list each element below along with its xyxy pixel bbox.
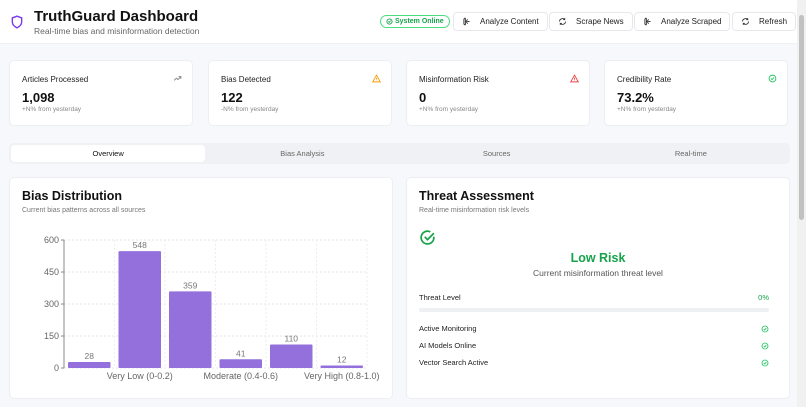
alert-triangle-icon	[570, 74, 579, 83]
stat-label: Articles Processed	[22, 75, 89, 84]
status-badge: System Online	[380, 15, 450, 28]
check-circle-icon	[761, 359, 769, 366]
check-circle-icon	[768, 74, 777, 83]
y-tick-label: 450	[44, 267, 59, 277]
stat-value: 122	[221, 90, 243, 105]
data-label: 41	[236, 348, 246, 358]
stat-card-articles: Articles Processed 1,098 +N% from yester…	[9, 60, 193, 126]
check-circle-icon	[386, 18, 393, 25]
bias-bar-chart: 0 150 300 450 600 28 548 Very Low (0-0.2) 359 41 M…	[44, 235, 380, 381]
panel-subtitle: Real-time misinformation risk levels	[419, 207, 530, 214]
tab-sources[interactable]: Sources	[482, 149, 511, 158]
y-tick-label: 600	[44, 235, 59, 245]
check-circle-icon	[761, 325, 769, 332]
stat-label: Misinformation Risk	[419, 75, 489, 84]
brain-icon	[463, 17, 470, 26]
check-row: Active Monitoring	[419, 324, 769, 333]
threat-level-value: 0%	[758, 293, 769, 302]
button-label: Refresh	[759, 17, 788, 26]
refresh-icon	[742, 18, 749, 25]
data-label: 12	[337, 354, 347, 364]
analyze-scraped-button[interactable]: Analyze Scraped	[634, 12, 731, 31]
refresh-button[interactable]: Refresh	[732, 12, 797, 31]
y-tick-label: 0	[54, 363, 59, 373]
scrape-news-button[interactable]: Scrape News	[549, 12, 633, 31]
button-label: Analyze Content	[480, 17, 539, 26]
check-row: Vector Search Active	[419, 358, 769, 367]
check-label: Vector Search Active	[419, 358, 489, 367]
stat-change: -N% from yesterday	[221, 106, 279, 113]
check-circle-icon	[761, 342, 769, 349]
threat-level-label: Threat Level	[419, 293, 461, 302]
data-label: 28	[85, 351, 95, 361]
risk-level: Low Risk	[570, 251, 626, 265]
header: TruthGuard Dashboard Real-time bias and …	[0, 0, 797, 44]
status-text: System Online	[395, 18, 444, 25]
scrollbar[interactable]	[797, 0, 806, 407]
bar	[68, 362, 111, 368]
alert-triangle-icon	[372, 74, 381, 83]
data-label: 110	[284, 334, 298, 344]
panel-subtitle: Current bias patterns across all sources	[22, 207, 146, 214]
y-tick-label: 150	[44, 331, 59, 341]
analyze-content-button[interactable]: Analyze Content	[453, 12, 548, 31]
tab-bias-analysis[interactable]: Bias Analysis	[280, 149, 325, 158]
stat-card-credibility: Credibility Rate 73.2% +N% from yesterda…	[604, 60, 788, 126]
threat-assessment-panel: Threat Assessment Real-time misinformati…	[406, 177, 790, 399]
check-label: AI Models Online	[419, 341, 477, 350]
threat-level-row: Threat Level 0%	[419, 293, 769, 302]
bar	[219, 359, 262, 368]
stat-change: +N% from yesterday	[22, 106, 82, 113]
panel-title: Bias Distribution	[22, 189, 123, 203]
button-label: Analyze Scraped	[661, 17, 722, 26]
shield-icon	[11, 15, 23, 29]
scrollbar-thumb[interactable]	[799, 15, 804, 220]
x-tick-label: Very High (0.8-1.0)	[304, 371, 380, 381]
bar	[169, 291, 212, 368]
data-label: 548	[133, 240, 147, 250]
stat-label: Bias Detected	[221, 75, 271, 84]
x-tick-label: Moderate (0.4-0.6)	[203, 371, 278, 381]
tab-real-time[interactable]: Real-time	[674, 149, 707, 158]
check-label: Active Monitoring	[419, 324, 477, 333]
risk-description: Current misinformation threat level	[533, 268, 663, 278]
x-tick-label: Very Low (0-0.2)	[107, 371, 173, 381]
threat-progress-bar	[419, 308, 769, 312]
button-label: Scrape News	[576, 17, 624, 26]
refresh-icon	[559, 18, 566, 25]
stat-value: 73.2%	[617, 90, 654, 105]
stat-value: 0	[419, 90, 427, 105]
stat-change: +N% from yesterday	[419, 106, 479, 113]
bar	[320, 365, 363, 368]
stat-card-bias: Bias Detected 122 -N% from yesterday	[208, 60, 392, 126]
trending-up-icon	[173, 76, 182, 81]
check-row: AI Models Online	[419, 341, 769, 350]
bias-distribution-panel: Bias Distribution Current bias patterns …	[9, 177, 393, 399]
bar	[118, 251, 161, 368]
stat-label: Credibility Rate	[617, 75, 672, 84]
stat-change: +N% from yesterday	[617, 106, 677, 113]
stat-card-misinformation: Misinformation Risk 0 +N% from yesterday	[406, 60, 590, 126]
y-tick-label: 300	[44, 299, 59, 309]
check-circle-icon	[420, 230, 435, 245]
panel-title: Threat Assessment	[419, 189, 534, 203]
bar	[270, 344, 313, 368]
stat-value: 1,098	[22, 90, 55, 105]
tab-overview[interactable]: Overview	[11, 145, 206, 162]
brain-icon	[644, 17, 651, 26]
data-label: 359	[183, 280, 197, 290]
page-subtitle: Real-time bias and misinformation detect…	[34, 26, 200, 36]
tab-bar: Overview Bias Analysis Sources Real-time	[9, 143, 790, 164]
page-title: TruthGuard Dashboard	[34, 8, 199, 25]
